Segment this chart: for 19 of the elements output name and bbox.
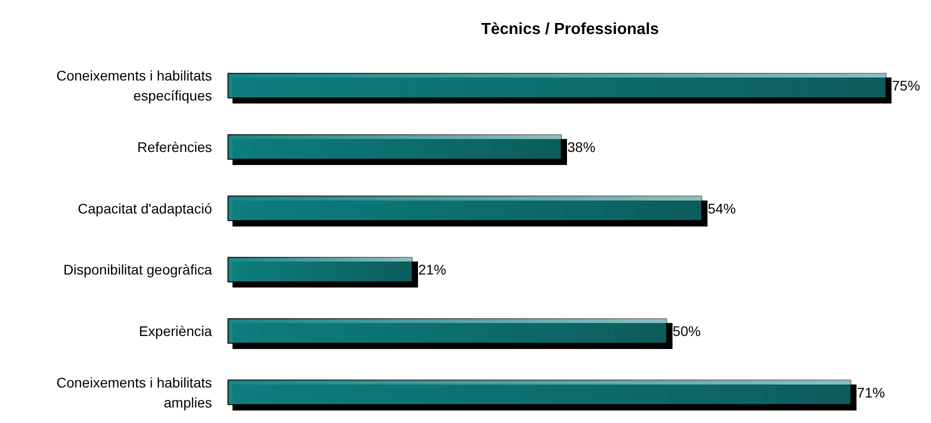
data-label: 50% [672,323,701,339]
y-tick-label: Capacitat d'adaptació [78,200,212,216]
y-tick-label: Referències [137,139,212,155]
data-label: 54% [708,200,736,216]
y-tick-label: Disponibilitat geogràfica [63,262,212,278]
data-label: 38% [567,139,596,155]
data-label: 75% [892,78,920,94]
bar [228,196,702,222]
bar [228,134,562,160]
chart-title: Tècnics / Professionals [481,21,660,38]
data-label: 71% [856,384,885,400]
bar [228,256,413,282]
data-label: 21% [418,262,446,278]
bar [228,380,852,406]
y-tick-label: Coneixements i habilitats específiques [56,68,212,104]
bar [228,72,886,98]
bar [228,318,668,344]
y-tick-label: Experiència [138,323,212,339]
y-tick-label: Coneixements i habilitats amplies [56,374,212,410]
